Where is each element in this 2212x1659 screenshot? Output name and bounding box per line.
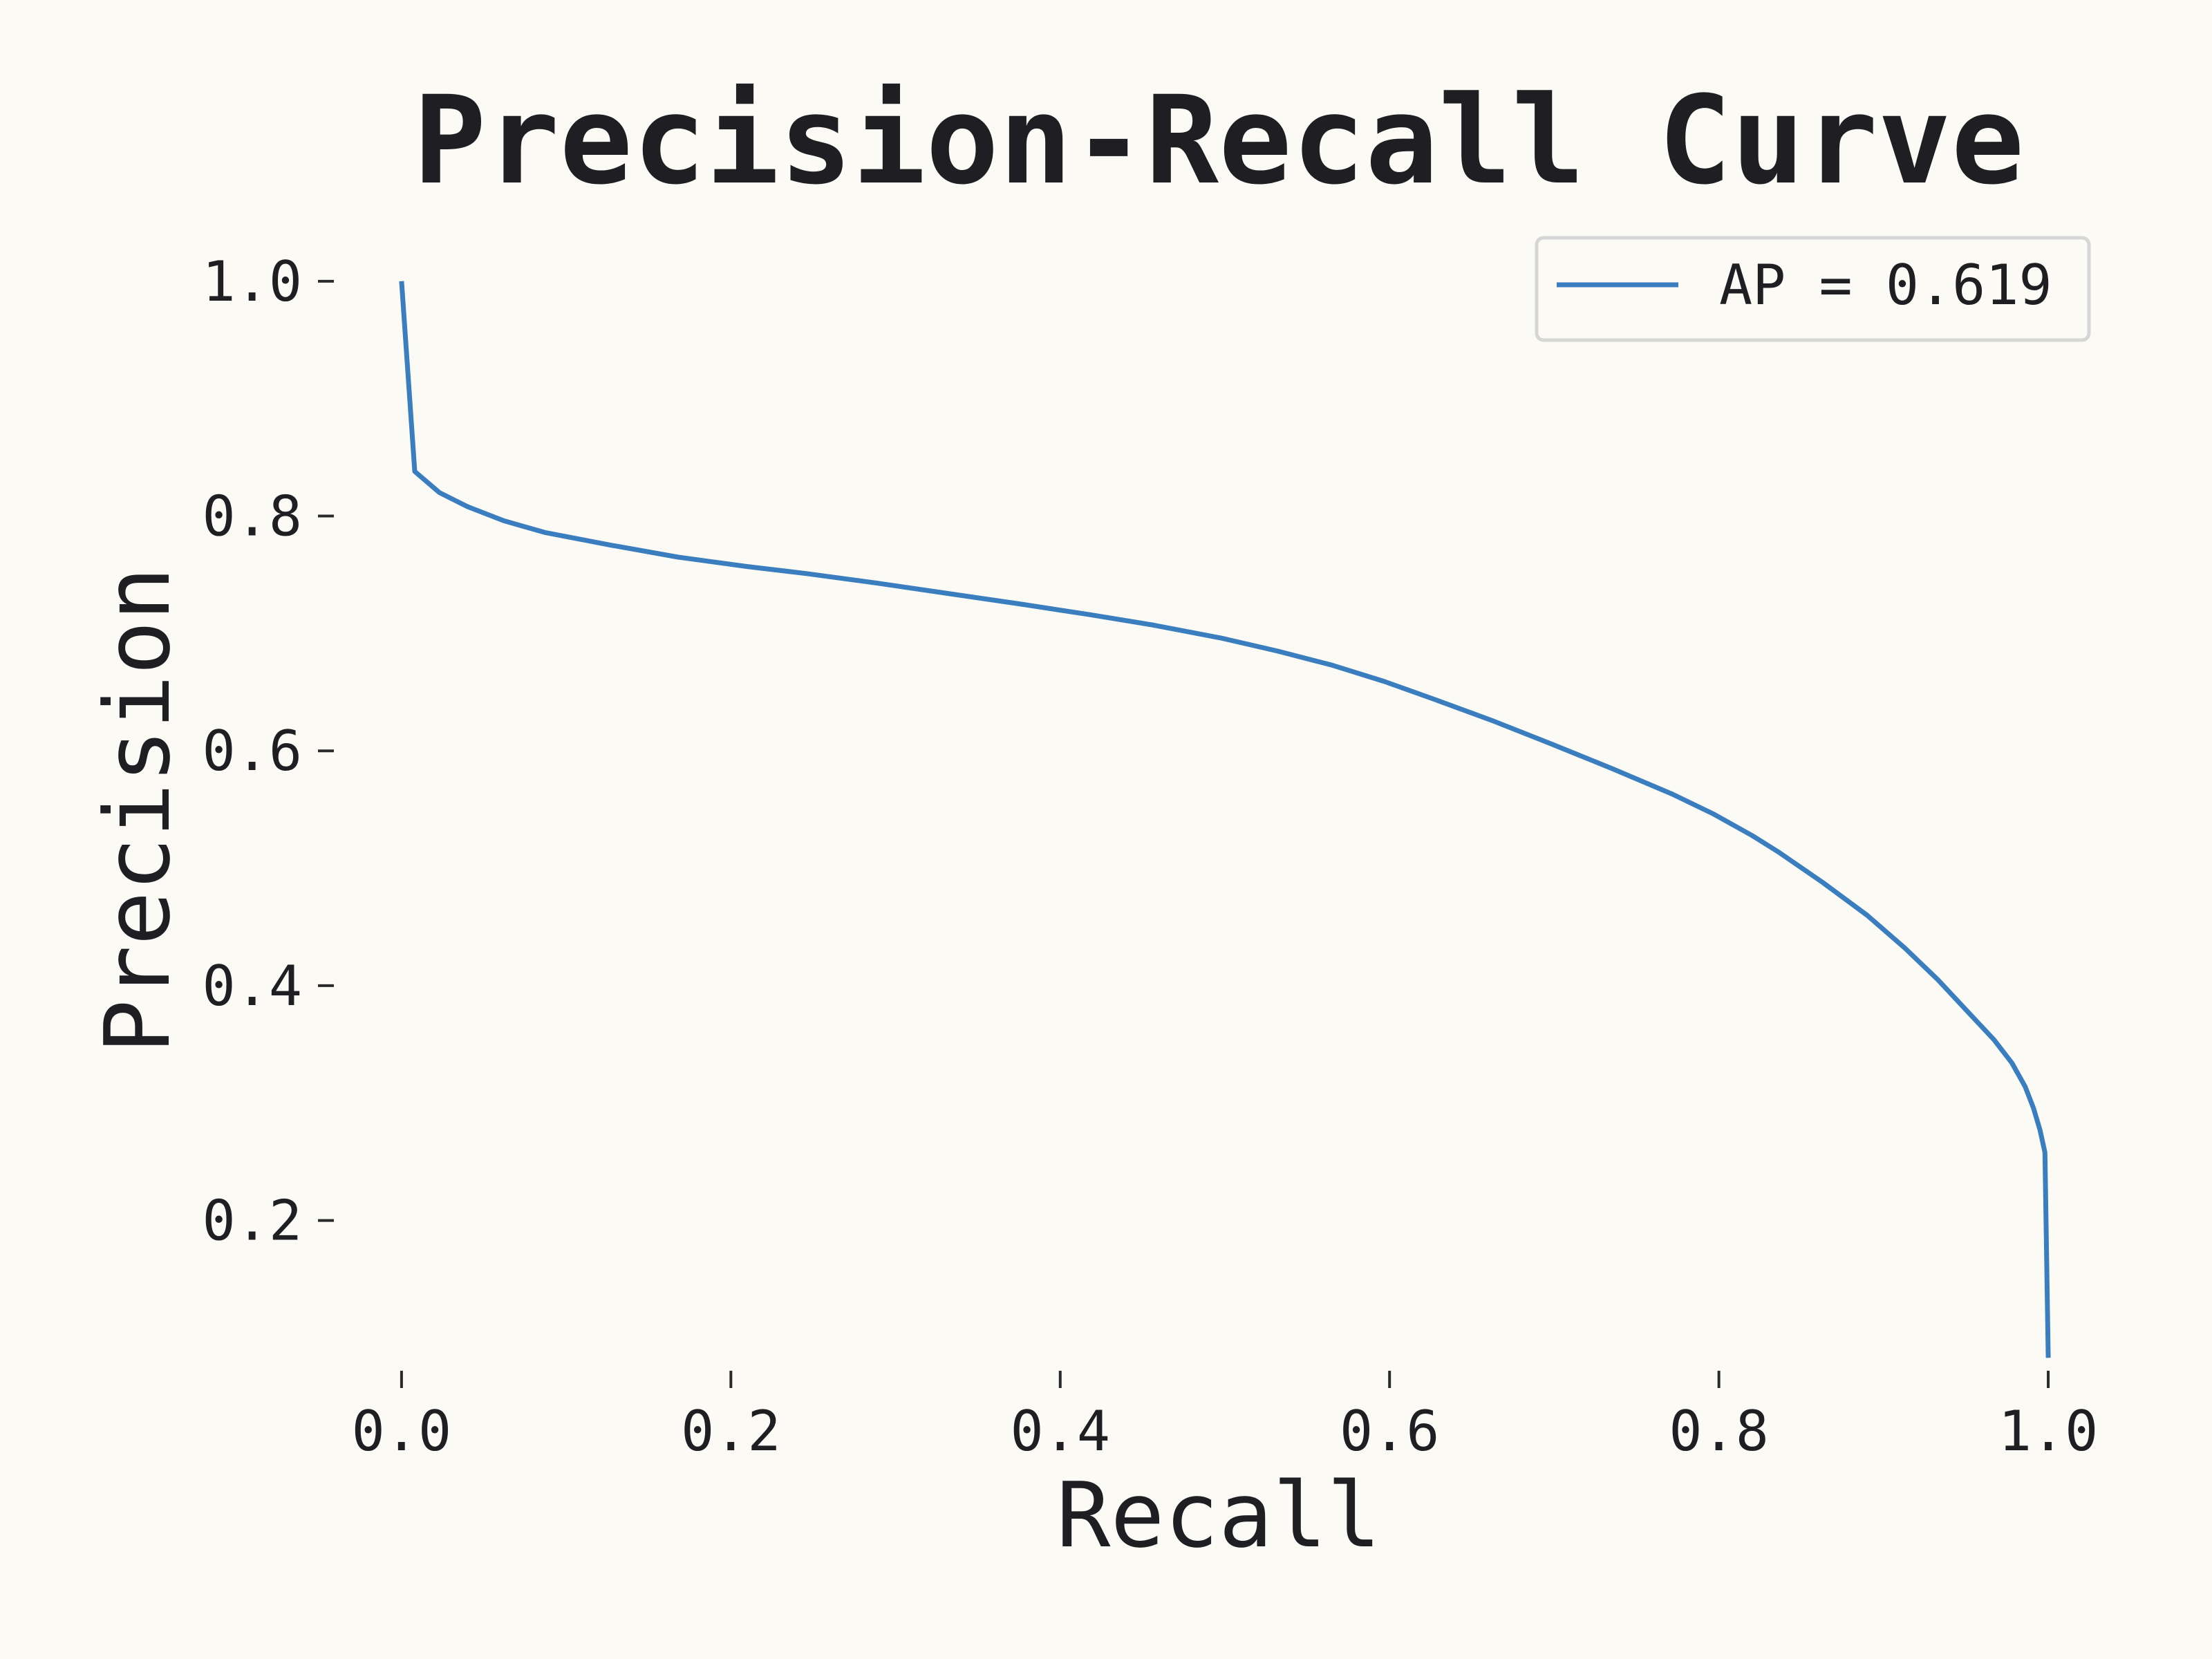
- x-tick-label: 0.6: [1340, 1399, 1440, 1463]
- y-axis-label: Precision: [85, 567, 190, 1053]
- legend: AP = 0.619: [1535, 236, 2091, 342]
- y-tick-label: 1.0: [203, 250, 303, 314]
- x-tick-label: 0.2: [681, 1399, 781, 1463]
- legend-label: AP = 0.619: [1719, 253, 2052, 317]
- y-axis-ticks: 0.2 0.4 0.6 0.8 1.0: [203, 250, 334, 1253]
- x-axis-label: Recall: [1056, 1463, 1381, 1568]
- series-line: [399, 281, 2051, 1358]
- y-tick-label: 0.4: [203, 954, 303, 1018]
- x-tick-label: 0.8: [1669, 1399, 1769, 1463]
- y-tick-label: 0.6: [203, 719, 303, 783]
- x-tick-label: 0.4: [1011, 1399, 1111, 1463]
- y-tick-label: 0.2: [203, 1189, 303, 1253]
- x-tick-label: 0.0: [352, 1399, 452, 1463]
- chart-title: Precision-Recall Curve: [413, 70, 2024, 212]
- x-tick-label: 1.0: [1998, 1399, 2099, 1463]
- legend-box: [1535, 236, 2091, 342]
- y-tick-label: 0.8: [203, 485, 303, 549]
- x-axis-ticks: 0.0 0.2 0.4 0.6 0.8 1.0: [352, 1371, 2099, 1463]
- series-layer: [399, 281, 2051, 1358]
